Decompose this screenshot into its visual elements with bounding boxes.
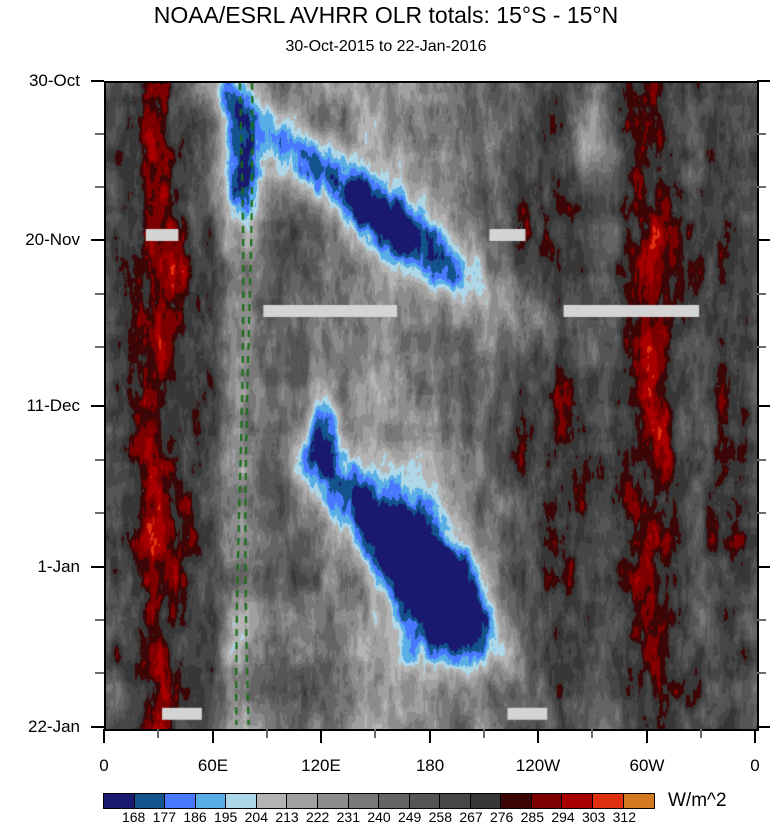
y-tick-major-right (757, 239, 770, 241)
y-axis-label: 30-Oct (28, 71, 80, 90)
x-tick-minor (157, 729, 159, 738)
x-tick-minor (483, 729, 485, 738)
y-tick-minor (95, 133, 104, 135)
x-axis-label: 120E (301, 756, 341, 775)
colorbar-swatch (226, 794, 257, 808)
colorbar-swatch (134, 794, 166, 808)
colorbar-tick: 240 (367, 809, 391, 825)
colorbar-tick: 177 (152, 809, 177, 825)
x-tick-minor (591, 729, 593, 738)
colorbar-tick: 168 (121, 809, 146, 825)
colorbar-swatch (409, 794, 441, 808)
colorbar-swatch (348, 794, 380, 808)
hovmoller-plot-area (104, 81, 759, 731)
y-tick-minor-right (757, 133, 766, 135)
y-tick-major-right (757, 566, 770, 568)
colorbar-tick-labels: 168 177 186 195 204 213 222 231 240 249 258 267 276 2… (0, 810, 772, 828)
x-tick-minor (266, 729, 268, 738)
colorbar-swatch (470, 794, 502, 808)
y-tick-major (91, 239, 104, 241)
colorbar-tick: 294 (551, 809, 575, 825)
colorbar-swatch (195, 794, 227, 808)
colorbar-tick: 195 (213, 809, 238, 825)
y-tick-minor-right (757, 512, 766, 514)
page-subtitle: 30-Oct-2015 to 22-Jan-2016 (285, 38, 487, 55)
colorbar-units-label: W/m^2 (668, 790, 727, 811)
colorbar-tick: 186 (183, 809, 207, 825)
y-axis-label: 20-Nov (25, 230, 80, 249)
y-tick-minor (95, 293, 104, 295)
y-tick-minor-right (757, 619, 766, 621)
x-axis-label: 60W (629, 756, 665, 775)
y-tick-minor (95, 346, 104, 348)
x-tick-major (212, 729, 214, 743)
olr-field-canvas (106, 83, 757, 729)
y-axis-label: 22-Jan (28, 717, 80, 736)
y-tick-major (91, 80, 104, 82)
colorbar-tick: 285 (520, 809, 545, 825)
y-tick-major-right (757, 405, 770, 407)
y-tick-minor-right (757, 186, 766, 188)
y-tick-minor (95, 619, 104, 621)
y-tick-minor (95, 459, 104, 461)
colorbar-swatch (623, 794, 655, 808)
colorbar-tick: 276 (489, 809, 514, 825)
page-title: NOAA/ESRL AVHRR OLR totals: 15°S - 15°N (153, 2, 619, 28)
colorbar-swatch (165, 794, 196, 808)
y-axis-label: 1-Jan (37, 557, 80, 576)
x-axis-label: 60E (197, 756, 229, 775)
x-tick-major (103, 729, 105, 743)
y-tick-major-right (757, 726, 770, 728)
y-tick-minor (95, 186, 104, 188)
colorbar-tick: 213 (275, 809, 299, 825)
colorbar-tick: 249 (397, 809, 422, 825)
y-tick-minor-right (757, 293, 766, 295)
y-tick-minor-right (757, 459, 766, 461)
x-tick-major (320, 729, 322, 743)
colorbar-tick: 303 (581, 809, 606, 825)
x-tick-major (646, 729, 648, 743)
colorbar-tick: 312 (612, 809, 637, 825)
y-tick-minor (95, 672, 104, 674)
y-tick-minor-right (757, 672, 766, 674)
y-tick-major (91, 726, 104, 728)
colorbar-tick: 222 (305, 809, 330, 825)
x-tick-minor (700, 729, 702, 738)
y-tick-minor-right (757, 346, 766, 348)
y-tick-major (91, 405, 104, 407)
x-tick-major (429, 729, 431, 743)
colorbar-swatch (256, 794, 288, 808)
colorbar-tick: 267 (459, 809, 483, 825)
x-axis-label: 180 (415, 756, 445, 775)
colorbar-tick: 258 (428, 809, 453, 825)
y-axis-label: 11-Dec (26, 396, 80, 415)
y-tick-major (91, 566, 104, 568)
colorbar-tick: 204 (244, 809, 269, 825)
colorbar (103, 793, 655, 809)
x-axis-label: 0 (99, 756, 109, 775)
colorbar-swatch (440, 794, 471, 808)
colorbar-swatch (287, 794, 318, 808)
colorbar-swatch (501, 794, 532, 808)
x-tick-major (537, 729, 539, 743)
colorbar-swatch (593, 794, 624, 808)
x-tick-major (754, 729, 756, 743)
y-tick-minor (95, 512, 104, 514)
colorbar-swatch (379, 794, 410, 808)
colorbar-swatch (562, 794, 593, 808)
colorbar-swatch (317, 794, 349, 808)
y-tick-major-right (757, 80, 770, 82)
colorbar-tick: 231 (336, 809, 361, 825)
colorbar-swatch (104, 794, 135, 808)
x-axis-label: 120W (515, 756, 561, 775)
x-tick-minor (374, 729, 376, 738)
colorbar-swatch (531, 794, 563, 808)
x-axis-label: 0 (750, 756, 760, 775)
